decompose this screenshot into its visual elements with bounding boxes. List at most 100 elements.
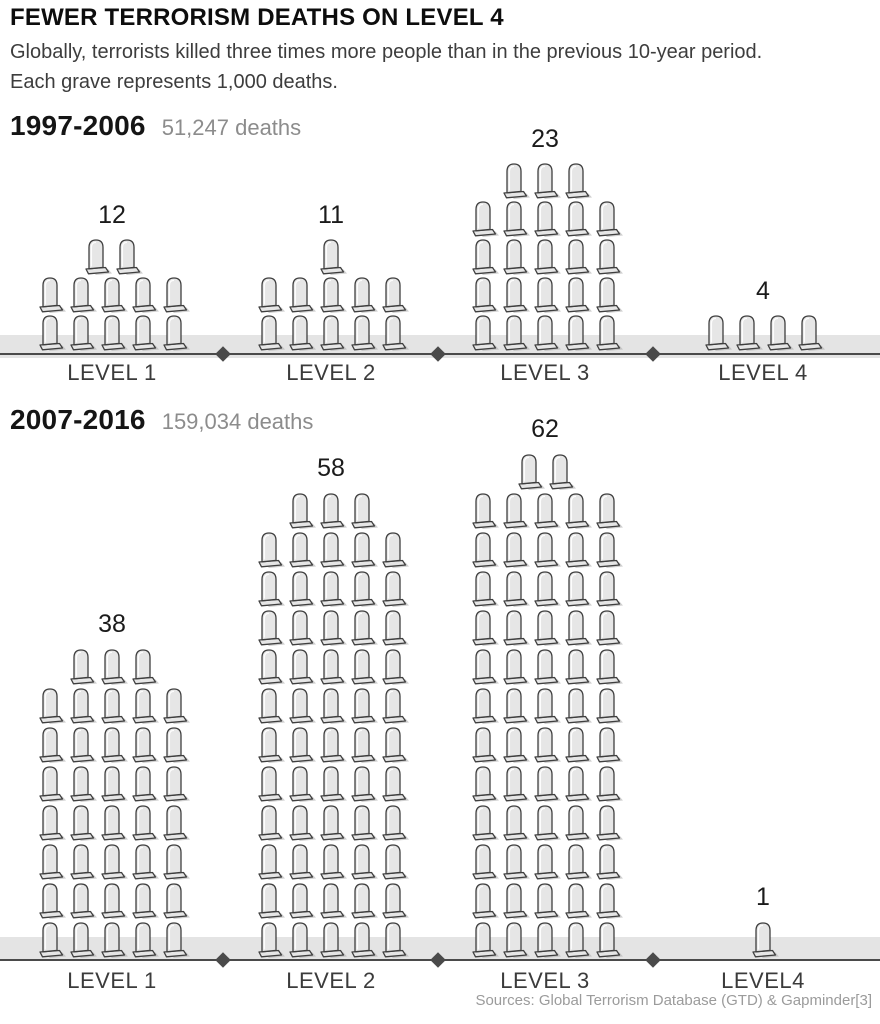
grave-icon — [502, 315, 530, 351]
grave-icon — [257, 649, 285, 685]
grave-icon — [595, 493, 623, 529]
grave-icon — [100, 844, 128, 880]
period-2-header: 2007-2016 159,034 deaths — [10, 404, 313, 436]
grave-icon — [257, 883, 285, 919]
grave-icon — [69, 922, 97, 958]
grave-icon — [257, 610, 285, 646]
grave-icon — [533, 844, 561, 880]
grave-icon — [533, 277, 561, 313]
grave-row — [254, 724, 409, 763]
grave-icon — [162, 844, 190, 880]
grave-row — [254, 685, 409, 724]
grave-row — [254, 802, 409, 841]
grave-row — [254, 646, 409, 685]
grave-icon — [533, 727, 561, 763]
grave-row — [35, 724, 190, 763]
grave-icon — [595, 844, 623, 880]
grave-icon — [288, 727, 316, 763]
count-label: 58 — [317, 454, 345, 482]
grave-icon — [533, 571, 561, 607]
grave-icon — [131, 649, 159, 685]
grave-icon — [381, 610, 409, 646]
grave-icon — [533, 315, 561, 351]
grave-icon — [533, 649, 561, 685]
grave-icon — [257, 532, 285, 568]
grave-icon — [116, 239, 143, 275]
grave-row — [468, 313, 623, 351]
grave-row — [468, 490, 623, 529]
grave-icon — [564, 649, 592, 685]
grave-icon — [564, 805, 592, 841]
grave-icon — [69, 727, 97, 763]
grave-icon — [381, 766, 409, 802]
grave-row — [35, 919, 190, 958]
grave-icon — [518, 454, 545, 490]
grave-icon — [257, 571, 285, 607]
grave-icon — [533, 239, 561, 275]
grave-icon — [100, 315, 128, 351]
period-1-deaths: 51,247 deaths — [161, 115, 302, 140]
grave-icon — [38, 883, 66, 919]
grave-icon — [319, 883, 347, 919]
grave-icon — [533, 532, 561, 568]
grave-icon — [350, 571, 378, 607]
grave-icon — [131, 727, 159, 763]
grave-icon — [350, 277, 378, 313]
grave-row — [499, 161, 592, 199]
count-label: 4 — [756, 277, 770, 305]
grave-icon — [564, 532, 592, 568]
level-column-4 — [683, 313, 843, 351]
count-label: 23 — [531, 125, 559, 153]
grave-row — [35, 763, 190, 802]
grave-icon — [471, 649, 499, 685]
grave-icon — [798, 315, 825, 351]
grave-row — [514, 451, 576, 490]
grave-icon — [162, 922, 190, 958]
grave-icon — [381, 844, 409, 880]
grave-icon — [533, 688, 561, 724]
grave-icon — [288, 805, 316, 841]
grave-icon — [471, 493, 499, 529]
grave-icon — [471, 727, 499, 763]
count-label: 38 — [98, 610, 126, 638]
grave-icon — [100, 649, 128, 685]
grave-icon — [100, 766, 128, 802]
grave-icon — [533, 922, 561, 958]
grave-icon — [595, 727, 623, 763]
level-column-2 — [251, 237, 411, 351]
grave-row — [468, 685, 623, 724]
grave-icon — [288, 277, 316, 313]
grave-icon — [381, 688, 409, 724]
grave-icon — [100, 688, 128, 724]
grave-icon — [131, 844, 159, 880]
grave-icon — [533, 883, 561, 919]
grave-icon — [502, 201, 530, 237]
grave-icon — [381, 922, 409, 958]
grave-row — [254, 529, 409, 568]
level-axis-label-1: LEVEL 1 — [67, 968, 157, 993]
grave-icon — [381, 532, 409, 568]
grave-icon — [350, 922, 378, 958]
grave-icon — [564, 571, 592, 607]
grave-row — [285, 490, 378, 529]
grave-icon — [381, 649, 409, 685]
grave-icon — [595, 239, 623, 275]
grave-icon — [595, 766, 623, 802]
grave-icon — [381, 571, 409, 607]
grave-row — [254, 568, 409, 607]
grave-icon — [595, 922, 623, 958]
grave-row — [468, 529, 623, 568]
grave-icon — [502, 493, 530, 529]
grave-icon — [319, 239, 347, 275]
grave-icon — [257, 766, 285, 802]
grave-row — [468, 841, 623, 880]
grave-icon — [350, 688, 378, 724]
grave-icon — [533, 766, 561, 802]
grave-row — [35, 841, 190, 880]
period-1-header: 1997-2006 51,247 deaths — [10, 110, 301, 142]
grave-row — [468, 724, 623, 763]
grave-icon — [162, 277, 190, 313]
subtitle-line-2: Each grave represents 1,000 deaths. — [10, 71, 338, 93]
grave-icon — [471, 571, 499, 607]
